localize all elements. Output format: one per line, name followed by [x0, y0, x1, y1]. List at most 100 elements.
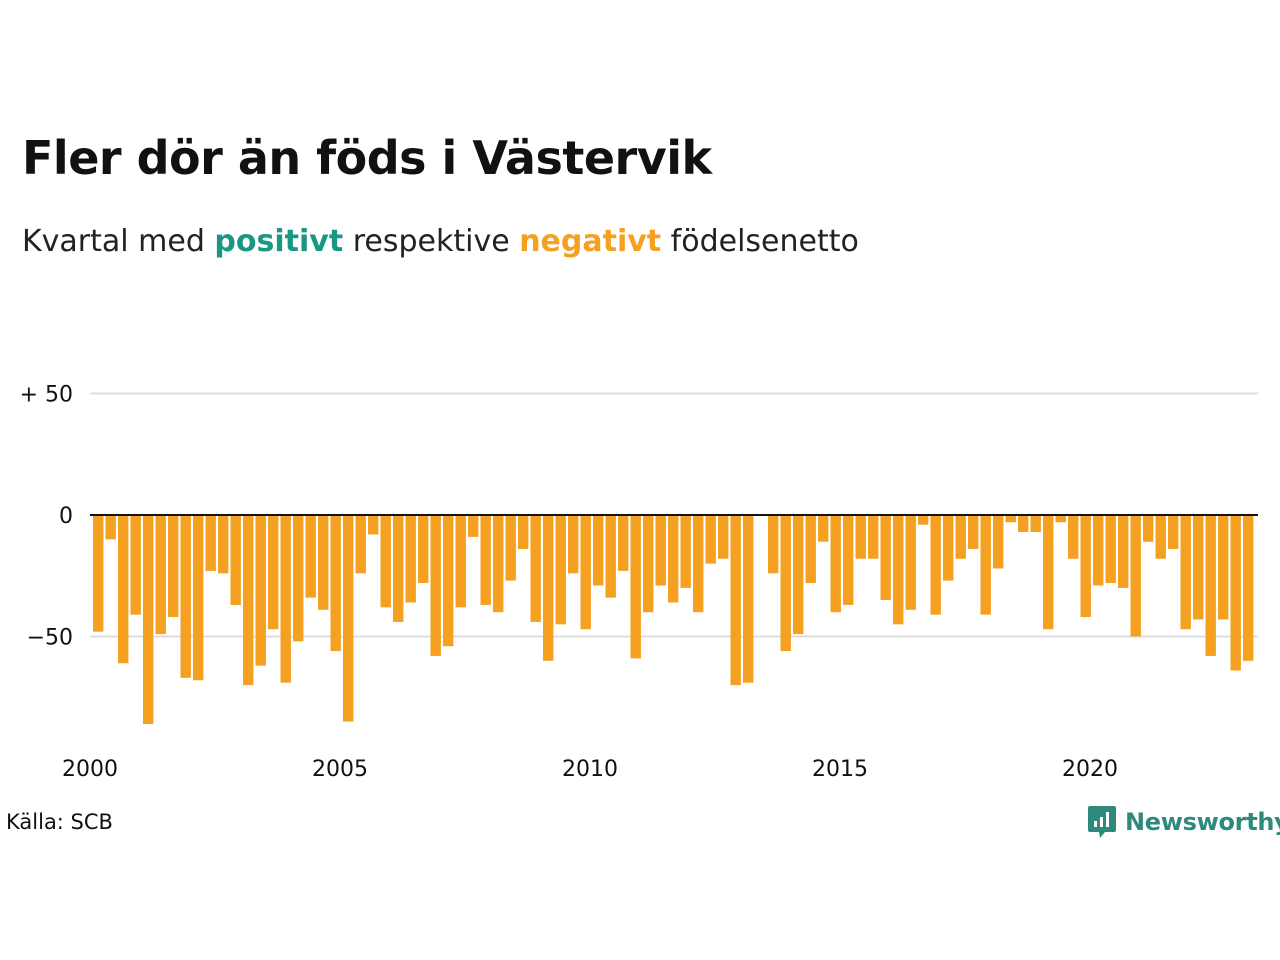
bar	[1180, 515, 1191, 630]
bar	[1143, 515, 1154, 542]
x-axis-labels: 2000 2005 2010 2015 2020	[62, 757, 1118, 782]
bar	[368, 515, 379, 535]
bar	[418, 515, 429, 584]
bar	[330, 515, 341, 652]
bar	[468, 515, 479, 537]
bar	[593, 515, 604, 586]
bar	[1093, 515, 1104, 586]
x-tick-label: 2000	[62, 757, 118, 782]
bar	[905, 515, 916, 610]
bar	[268, 515, 279, 630]
bar	[768, 515, 779, 574]
bar-chart: + 50 0 −50 2000 2005 2010 2015 2020	[20, 383, 1258, 782]
x-tick-label: 2015	[812, 757, 868, 782]
bar	[1080, 515, 1091, 618]
bar	[980, 515, 991, 615]
bar	[743, 515, 754, 683]
bar	[693, 515, 704, 613]
bar	[380, 515, 391, 608]
bar	[1030, 515, 1041, 533]
bar	[118, 515, 129, 664]
y-tick-label: −50	[27, 626, 73, 651]
bar	[243, 515, 254, 686]
bar	[143, 515, 154, 724]
bar	[955, 515, 966, 559]
bar	[193, 515, 204, 681]
bar	[293, 515, 304, 642]
bar	[680, 515, 691, 588]
bar	[1218, 515, 1229, 620]
bar	[455, 515, 466, 608]
chart-subtitle: Kvartal med positivt respektive negativt…	[22, 222, 859, 261]
bar	[155, 515, 166, 635]
bar	[405, 515, 416, 603]
bar	[605, 515, 616, 598]
bar	[855, 515, 866, 559]
bar	[793, 515, 804, 635]
bar	[543, 515, 554, 661]
bar	[393, 515, 404, 622]
bar	[255, 515, 266, 666]
newsworthy-logo-icon	[1088, 806, 1116, 838]
bar	[893, 515, 904, 625]
bar	[993, 515, 1004, 569]
bar	[1043, 515, 1054, 630]
bar	[805, 515, 816, 584]
bar	[1193, 515, 1204, 620]
x-tick-label: 2005	[312, 757, 368, 782]
bar	[305, 515, 316, 598]
bar	[1205, 515, 1216, 656]
bar	[93, 515, 104, 632]
subtitle-positive-label: positivt	[214, 224, 344, 259]
bar	[105, 515, 116, 540]
bar	[618, 515, 629, 571]
chart-title: Fler dör än föds i Västervik	[22, 131, 712, 185]
bar	[343, 515, 354, 722]
bar	[355, 515, 366, 574]
bar	[493, 515, 504, 613]
y-axis-labels: + 50 0 −50	[20, 383, 73, 651]
bar	[968, 515, 979, 550]
y-tick-label: + 50	[20, 383, 73, 408]
bar	[180, 515, 191, 678]
bar	[568, 515, 579, 574]
bar	[1168, 515, 1179, 550]
bar	[580, 515, 591, 630]
bar	[718, 515, 729, 559]
bar	[943, 515, 954, 581]
bar	[1018, 515, 1029, 533]
bar	[918, 515, 929, 525]
source-note: Källa: SCB	[6, 810, 113, 834]
bar	[205, 515, 216, 571]
subtitle-middle: respektive	[343, 224, 520, 259]
bar	[1105, 515, 1116, 584]
bar	[518, 515, 529, 550]
bar	[668, 515, 679, 603]
bar	[630, 515, 641, 659]
y-tick-label: 0	[59, 504, 73, 529]
bar	[705, 515, 716, 564]
bar	[780, 515, 791, 652]
bar	[1068, 515, 1079, 559]
x-tick-label: 2020	[1062, 757, 1118, 782]
bar	[1243, 515, 1254, 661]
bar	[218, 515, 229, 574]
bar	[130, 515, 141, 615]
bar	[530, 515, 541, 622]
bar	[1055, 515, 1066, 523]
newsworthy-logo: Newsworthy	[1087, 804, 1280, 840]
bar	[555, 515, 566, 625]
bar	[843, 515, 854, 605]
bar	[280, 515, 291, 683]
bar	[643, 515, 654, 613]
bar	[1230, 515, 1241, 671]
bar	[1130, 515, 1141, 637]
bar	[318, 515, 329, 610]
bar	[1155, 515, 1166, 559]
subtitle-suffix: födelsenetto	[661, 224, 859, 259]
newsworthy-logo-text: Newsworthy	[1125, 808, 1280, 836]
bar	[443, 515, 454, 647]
bar	[505, 515, 516, 581]
bar	[818, 515, 829, 542]
bar	[1005, 515, 1016, 523]
